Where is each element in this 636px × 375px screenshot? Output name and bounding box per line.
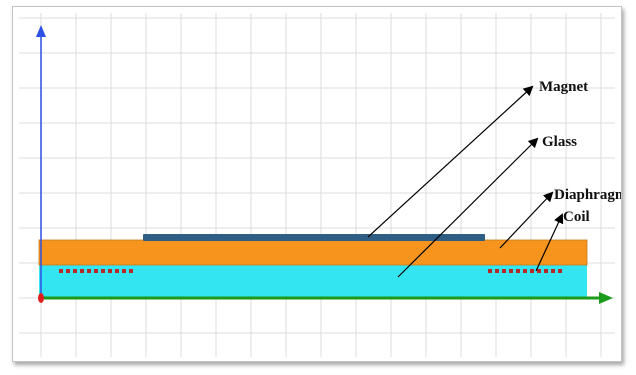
- coil-label: Coil: [563, 209, 590, 225]
- magnet-pointer-line: [367, 85, 534, 238]
- coil-winding-dot: [551, 269, 555, 273]
- coil-winding-dot: [59, 269, 63, 273]
- coil-winding-dot: [488, 269, 492, 273]
- arrow-up-icon: [36, 25, 46, 37]
- diaphragm-layer: [38, 239, 588, 266]
- magnet-label: Magnet: [539, 79, 588, 95]
- coil-winding-dot: [509, 269, 513, 273]
- coil-pointer-line: [535, 213, 564, 272]
- glass-pointer-line: [397, 137, 539, 278]
- coil-winding-dot: [537, 269, 541, 273]
- origin-dot-icon: [38, 293, 44, 303]
- magnet-layer: [143, 234, 485, 241]
- coil-winding-dot: [101, 269, 105, 273]
- background-grid: [19, 13, 615, 357]
- coil-winding-dot: [516, 269, 520, 273]
- coil-winding-dot: [87, 269, 91, 273]
- coil-winding-dot: [66, 269, 70, 273]
- coil-winding-dot: [80, 269, 84, 273]
- coil-winding-dot: [115, 269, 119, 273]
- coil-winding-dot: [129, 269, 133, 273]
- coil-left: [59, 269, 133, 273]
- coil-winding-dot: [495, 269, 499, 273]
- coil-winding-dot: [544, 269, 548, 273]
- coil-winding-dot: [122, 269, 126, 273]
- coil-winding-dot: [523, 269, 527, 273]
- speaker-cross-section-diagram: Magnet Glass Diaphragm Coil: [19, 13, 621, 357]
- coil-winding-dot: [558, 269, 562, 273]
- coil-right: [488, 269, 562, 273]
- diaphragm-label: Diaphragm: [554, 187, 621, 203]
- coil-winding-dot: [73, 269, 77, 273]
- diagram-frame: Magnet Glass Diaphragm Coil: [12, 6, 622, 362]
- diaphragm-pointer-line: [499, 191, 554, 249]
- coil-winding-dot: [94, 269, 98, 273]
- coil-winding-dot: [108, 269, 112, 273]
- coil-winding-dot: [530, 269, 534, 273]
- arrow-right-icon: [599, 292, 613, 304]
- coil-winding-dot: [502, 269, 506, 273]
- glass-label: Glass: [542, 134, 577, 150]
